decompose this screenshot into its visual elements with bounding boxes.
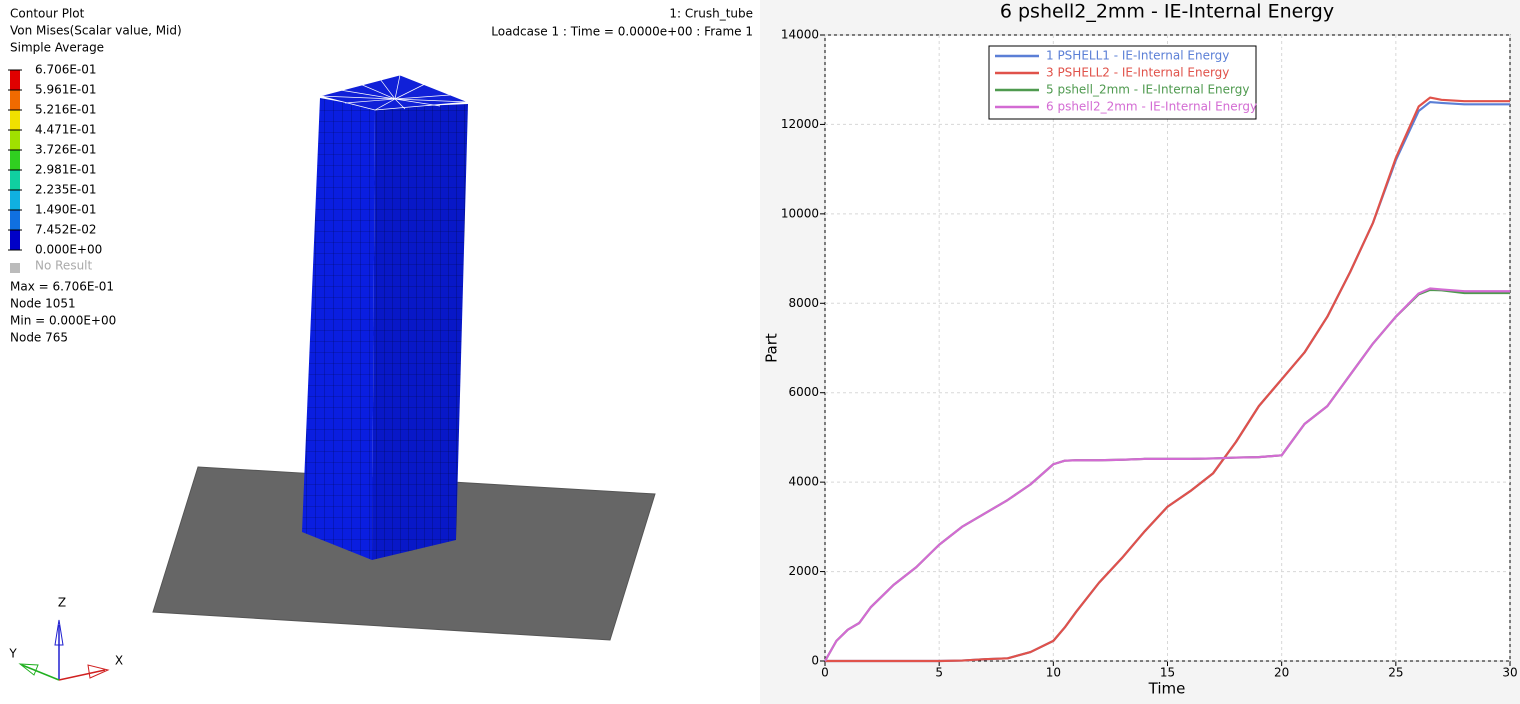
legend-label: 5.961E-01 [35,83,97,97]
plot-title: Contour Plot [10,7,85,21]
x-tick-label: 10 [1046,666,1061,680]
legend-label: 1 PSHELL1 - IE-Internal Energy [1046,49,1229,63]
averaging: Simple Average [10,41,104,55]
legend-label: 1.490E-01 [35,203,97,217]
x-tick-label: 25 [1388,666,1403,680]
max-node: Node 1051 [10,297,76,311]
x-tick-label: 5 [935,666,943,680]
model-name: 1: Crush_tube [669,7,753,21]
legend-band [10,190,20,210]
legend-label: 3 PSHELL2 - IE-Internal Energy [1046,66,1229,80]
x-tick-label: 15 [1160,666,1175,680]
result-type: Von Mises(Scalar value, Mid) [10,24,182,38]
loadcase: Loadcase 1 : Time = 0.0000e+00 : Frame 1 [491,25,753,39]
legend-label: 5 pshell_2mm - IE-Internal Energy [1046,83,1249,97]
legend-label: 2.235E-01 [35,183,97,197]
x-tick-label: 0 [821,666,829,680]
y-axis-label: Part [763,333,781,363]
x-tick-label: 20 [1274,666,1289,680]
legend-label: 5.216E-01 [35,103,97,117]
series-line [825,96,1510,663]
y-tick-label: 6000 [788,385,819,399]
legend-band [10,210,20,230]
legend-band [10,90,20,110]
legend-label: 0.000E+00 [35,243,102,257]
min-value: Min = 0.000E+00 [10,314,116,328]
y-tick-label: 0 [811,654,819,668]
legend-band [10,70,20,90]
triad-z: Z [58,596,66,610]
legend-label: 7.452E-02 [35,223,97,237]
series-line [824,287,1510,662]
legend-band [10,130,20,150]
cap-spokes [319,74,469,111]
no-result: No Result [35,259,93,273]
tube-face-left [302,98,375,560]
y-tick-label: 14000 [781,28,819,42]
legend-band [10,110,20,130]
y-tick-label: 12000 [781,117,819,131]
legend-band [10,150,20,170]
no-result-swatch [10,263,20,273]
y-tick-label: 4000 [788,475,819,489]
y-tick-label: 10000 [781,206,819,220]
legend-label: 6.706E-01 [35,63,97,77]
x-tick-label: 30 [1502,666,1517,680]
min-node: Node 765 [10,331,68,345]
triad-y: Y [8,647,17,661]
plate [152,466,656,641]
chart-title: 6 pshell2_2mm - IE-Internal Energy [1000,1,1334,23]
y-tick-label: 2000 [788,564,819,578]
tube-face-right [372,104,468,560]
y-tick-label: 8000 [788,296,819,310]
legend-band [10,230,20,250]
legend-label: 2.981E-01 [35,163,97,177]
axis-triad [18,619,110,681]
legend-label: 6 pshell2_2mm - IE-Internal Energy [1046,100,1257,114]
max-value: Max = 6.706E-01 [10,280,114,294]
legend-label: 4.471E-01 [35,123,97,137]
x-axis-label: Time [1148,680,1186,698]
legend-band [10,170,20,190]
legend-label: 3.726E-01 [35,143,97,157]
triad-x: X [115,654,123,668]
